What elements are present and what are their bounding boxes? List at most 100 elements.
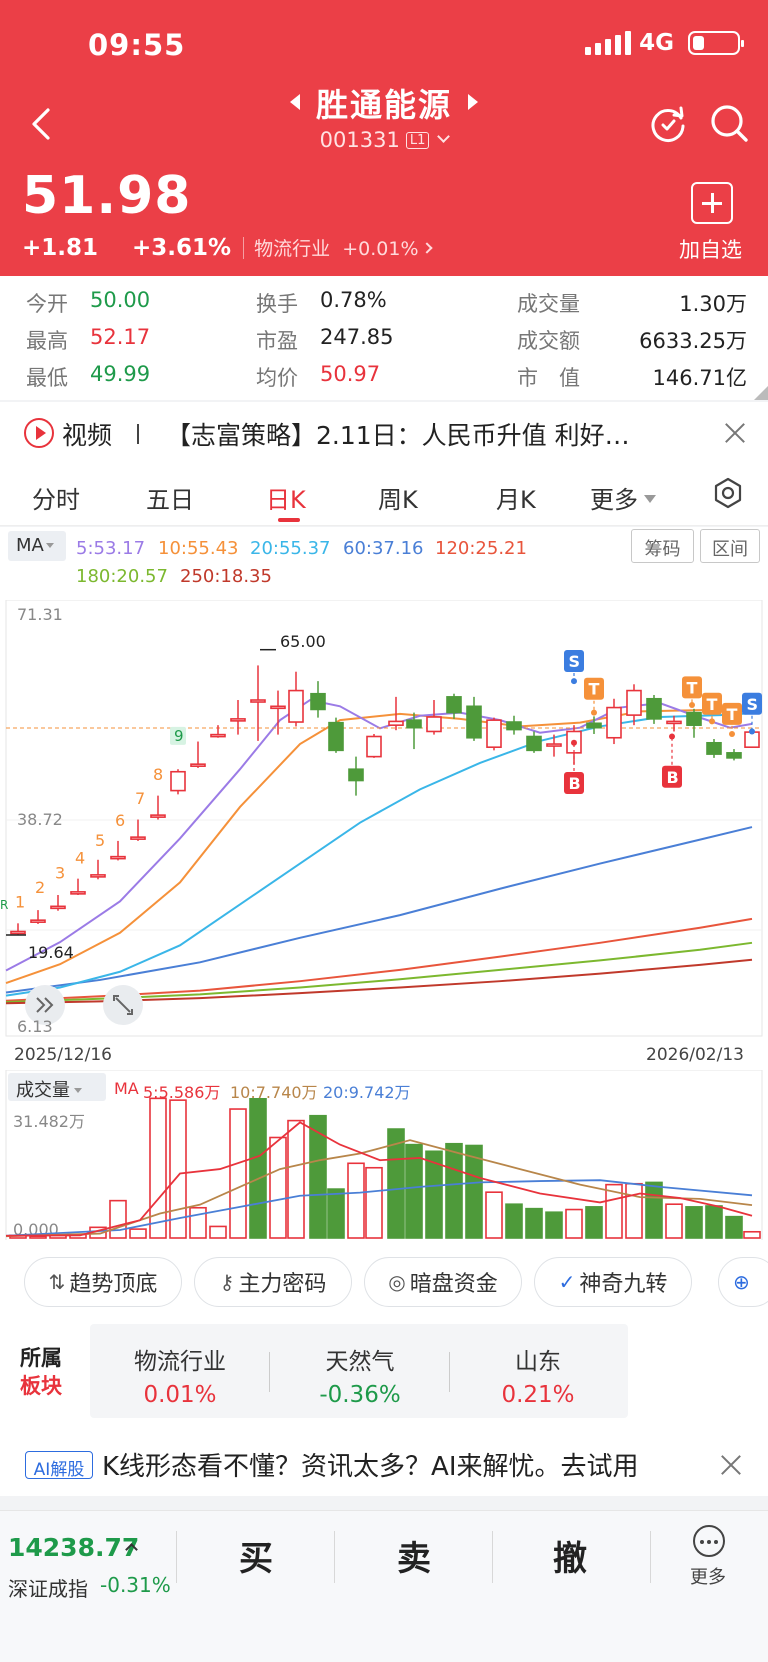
quote-stats: 今开 50.00 最高 52.17 最低 49.99 换手 0.78% 市盈 247.85… — [0, 276, 768, 400]
trend-top-bottom-button[interactable]: ⇅ 趋势顶底 — [24, 1257, 182, 1307]
back-icon[interactable] — [22, 104, 62, 144]
candle-body — [270, 705, 286, 710]
candle-body — [70, 891, 86, 895]
industry-link[interactable]: 物流行业 +0.01% — [254, 234, 418, 261]
y-axis-max: 71.31 — [17, 605, 63, 624]
next-stock-icon[interactable] — [468, 94, 478, 110]
tab-monthly-k[interactable]: 月K — [496, 486, 536, 514]
volume-bar — [645, 1181, 663, 1239]
stock-title: 胜通能源 — [0, 80, 768, 126]
volume-bar — [229, 1108, 247, 1239]
volume-bar — [585, 1206, 603, 1239]
magic-nine-button[interactable]: ✓ 神奇九转 — [534, 1257, 692, 1307]
expand-corner-icon[interactable] — [754, 386, 768, 400]
close-icon[interactable] — [724, 422, 746, 444]
trade-signal — [682, 676, 702, 699]
buy-signal-dot — [571, 739, 577, 746]
stat-label: 均价 — [256, 366, 298, 390]
sector-name: 天然气 — [325, 1349, 395, 1375]
range-button[interactable]: 区间 — [700, 529, 760, 563]
volume-bar — [365, 1166, 383, 1239]
tool-label: 暗盘资金 — [409, 1272, 498, 1297]
nine-turn-badge — [170, 726, 186, 745]
more-tool-button[interactable]: ⊕ — [718, 1257, 768, 1307]
candle-body — [328, 721, 344, 752]
stat-turnover: 换手 0.78% — [256, 288, 387, 318]
chevron-right-icon — [420, 241, 433, 254]
chips-button[interactable]: 筹码 — [631, 529, 694, 563]
stock-code-row[interactable]: 001331 L1 — [0, 128, 768, 152]
candle-body — [606, 706, 622, 739]
candle-body — [486, 719, 502, 748]
battery-icon — [688, 31, 744, 55]
fullscreen-button[interactable] — [103, 985, 143, 1025]
volume-chart[interactable] — [0, 1070, 768, 1245]
volume-bar — [465, 1144, 483, 1239]
chart-frame — [5, 600, 763, 1037]
chevron-down-icon — [437, 130, 451, 143]
volume-bar — [505, 1203, 523, 1239]
volume-bar — [705, 1205, 723, 1239]
news-text: 【志富策略】2.11日：人民币升值 利好… — [166, 421, 630, 450]
ai-badge: AI解股 — [25, 1451, 93, 1480]
divider — [492, 1531, 493, 1583]
tab-weekly-k[interactable]: 周K — [378, 486, 418, 514]
more-icon[interactable] — [693, 1525, 725, 1557]
more-label[interactable]: 更多 — [690, 1567, 726, 1588]
divider — [243, 236, 245, 259]
tab-more[interactable]: 更多 — [590, 480, 656, 515]
volume-selector[interactable]: 成交量 — [8, 1073, 106, 1101]
vol-ma-label: MA — [114, 1079, 139, 1098]
tab-daily-k[interactable]: 日K — [266, 486, 306, 514]
prev-stock-icon[interactable] — [289, 94, 300, 110]
volume-bar — [309, 1114, 327, 1239]
industry-change: +0.01% — [342, 238, 419, 260]
sector-pct: 0.01% — [143, 1382, 217, 1408]
nine-turn-nine: 9 — [174, 727, 184, 745]
kline-chart-panel[interactable] — [0, 527, 768, 1240]
add-watch-label[interactable]: 加自选 — [679, 238, 742, 262]
volume-bar — [485, 1191, 503, 1239]
sector-item-shandong[interactable]: 山东 0.21% — [448, 1342, 628, 1408]
trade-signal — [702, 692, 722, 715]
candle-body — [686, 711, 702, 726]
close-icon[interactable] — [720, 1454, 742, 1476]
volume-bar — [625, 1182, 643, 1239]
sell-signal — [564, 650, 584, 673]
volume-bar — [685, 1206, 703, 1239]
sell-button[interactable]: 卖 — [397, 1539, 431, 1579]
sector-item-natural-gas[interactable]: 天然气 -0.36% — [270, 1342, 450, 1408]
divider — [650, 1531, 651, 1583]
volume-bar — [725, 1215, 743, 1239]
ma120-value: 120:25.21 — [435, 538, 527, 559]
volume-bar — [189, 1206, 207, 1239]
dark-pool-fund-button[interactable]: ◎ 暗盘资金 — [364, 1257, 522, 1307]
add-watch-button[interactable] — [691, 182, 733, 224]
news-banner[interactable]: 视频 【志富策略】2.11日：人民币升值 利好… — [0, 402, 768, 464]
divider — [176, 1531, 177, 1583]
candle-body — [366, 735, 382, 758]
stat-label: 市 值 — [517, 366, 580, 390]
scroll-right-button[interactable] — [25, 985, 65, 1025]
tab-five-day[interactable]: 五日 — [146, 486, 194, 514]
tab-intraday[interactable]: 分时 — [32, 486, 80, 514]
caret-down-icon — [45, 543, 54, 548]
sector-item-logistics[interactable]: 物流行业 0.01% — [90, 1342, 270, 1408]
buy-button[interactable]: 买 — [239, 1539, 273, 1579]
price-change-pct: +3.61% — [132, 234, 232, 261]
network-label: 4G — [639, 30, 674, 56]
ai-banner[interactable]: AI解股 K线形态看不懂？资讯太多？AI来解忧。去试用 — [0, 1434, 768, 1496]
tool-label: 主力密码 — [238, 1272, 327, 1297]
y-axis-min: 6.13 — [17, 1017, 53, 1036]
ma-selector[interactable]: MA — [8, 531, 66, 561]
volume-bar — [525, 1207, 543, 1239]
cancel-order-button[interactable]: 撤 — [553, 1539, 587, 1579]
main-force-code-button[interactable]: ⚷ 主力密码 — [194, 1257, 352, 1307]
stat-avg: 均价 50.97 — [256, 362, 380, 392]
search-icon[interactable] — [708, 102, 750, 144]
sell-signal-dot — [571, 678, 577, 685]
refresh-icon[interactable] — [648, 104, 688, 144]
buy-signal-label: B — [569, 774, 581, 793]
settings-icon[interactable] — [712, 477, 744, 509]
